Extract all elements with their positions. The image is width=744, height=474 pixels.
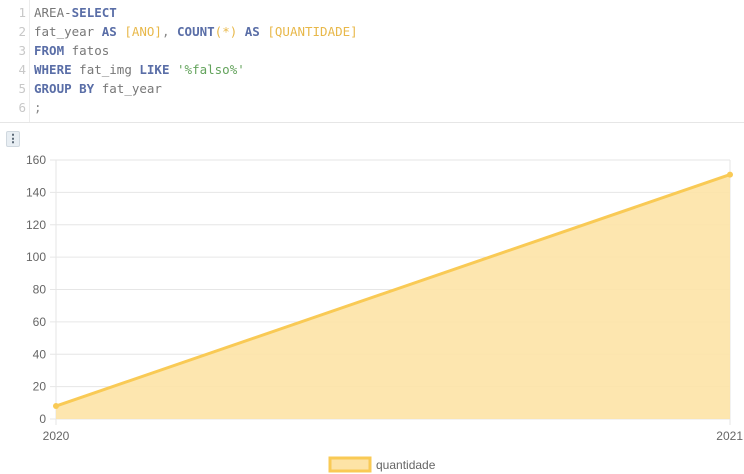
code-token: [QUANTIDADE]	[267, 24, 358, 39]
code-text: WHERE fat_img LIKE '%falso%'	[34, 60, 245, 79]
code-token	[169, 62, 177, 77]
chart-menu-button[interactable]: ⋮	[6, 131, 20, 147]
code-token: COUNT	[177, 24, 215, 39]
code-token: fatos	[64, 43, 110, 58]
code-token: LIKE	[139, 62, 170, 77]
code-token: ,	[161, 24, 178, 39]
code-token: '%falso%'	[177, 62, 245, 77]
code-token: FROM	[34, 43, 65, 58]
code-token: (*)	[214, 24, 238, 39]
code-text: ;	[34, 98, 42, 117]
code-token: AS	[244, 24, 260, 39]
sql-editor[interactable]: 1 AREA-SELECT 2 fat_year AS [ANO], COUNT(*)…	[0, 0, 744, 123]
line-number: 3	[18, 43, 26, 58]
vertical-ellipsis-icon: ⋮	[7, 132, 19, 145]
line-number: 2	[18, 24, 26, 39]
line-number: 1	[18, 5, 26, 20]
code-token: [ANO]	[124, 24, 162, 39]
code-token: SELECT	[71, 5, 117, 20]
code-token: ;	[34, 100, 42, 115]
line-number: 6	[18, 100, 26, 115]
chart-panel	[0, 123, 744, 474]
code-text: GROUP BY fat_year	[34, 79, 162, 98]
code-token: fat_img	[71, 62, 140, 77]
line-number: 4	[18, 62, 26, 77]
line-number: 5	[18, 81, 26, 96]
code-token: fat_year	[34, 24, 102, 39]
code-token: WHERE	[34, 62, 72, 77]
code-token: AREA-	[34, 5, 72, 20]
line-number-gutter	[0, 0, 30, 122]
code-token: fat_year	[94, 81, 162, 96]
code-token: GROUP BY	[34, 81, 95, 96]
code-text: fat_year AS [ANO], COUNT(*) AS [QUANTIDA…	[34, 22, 358, 41]
code-token: AS	[101, 24, 117, 39]
code-text: AREA-SELECT	[34, 3, 117, 22]
code-text: FROM fatos	[34, 41, 109, 60]
code-token	[237, 24, 245, 39]
